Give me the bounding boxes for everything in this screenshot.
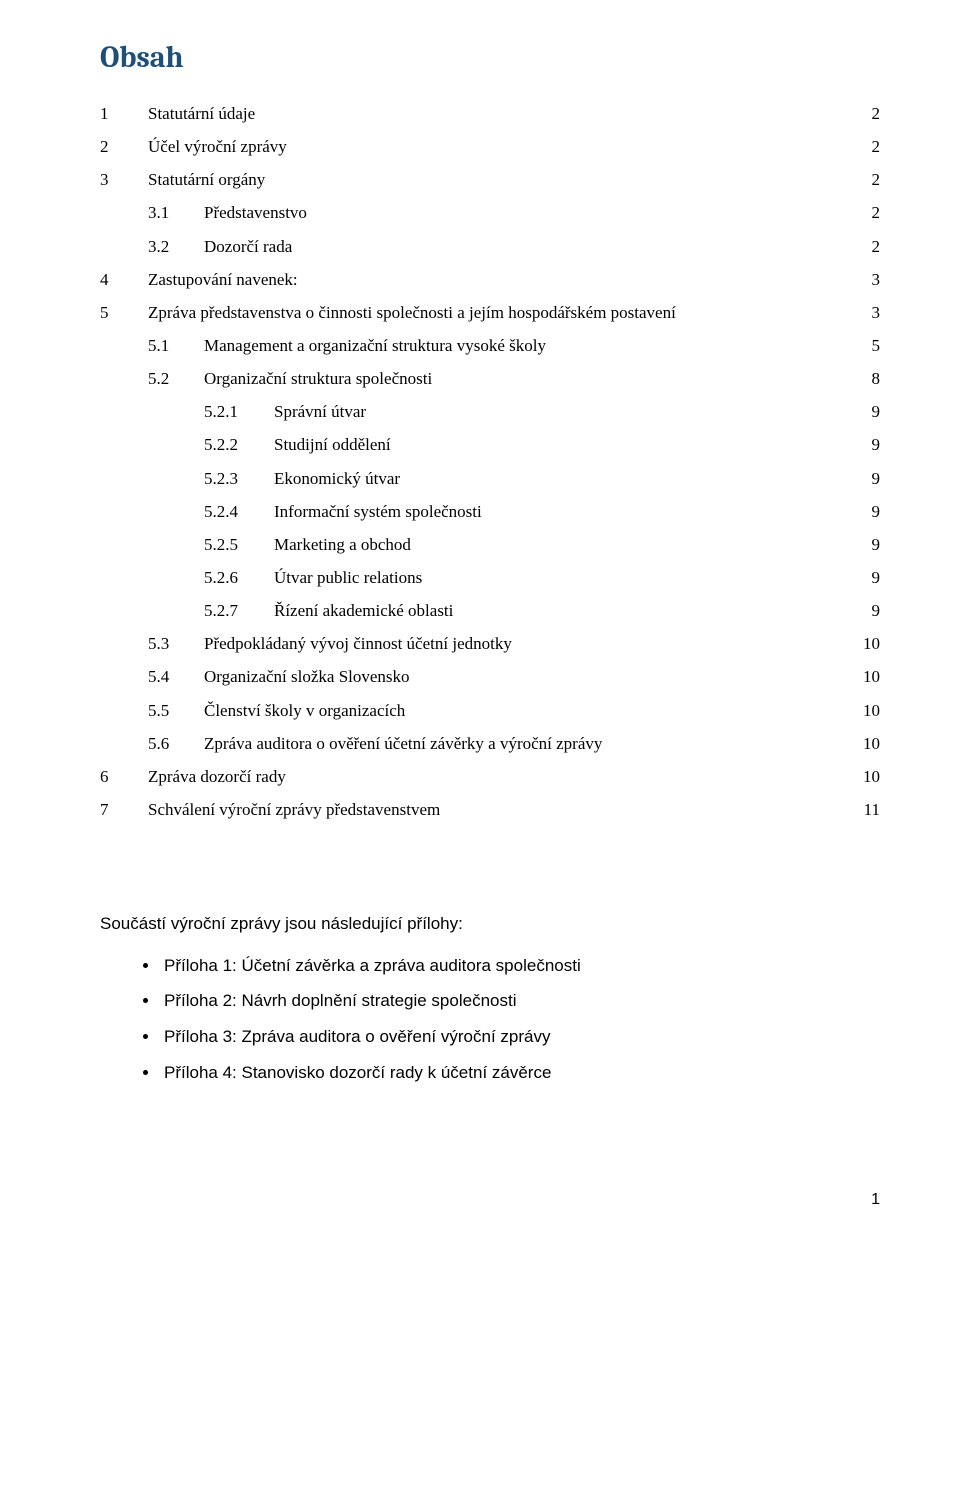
toc-entry-number: 4	[100, 263, 148, 296]
toc-row: 5.2.6Útvar public relations 9	[100, 561, 880, 594]
toc-row: 5.2.2Studijní oddělení 9	[100, 428, 880, 461]
toc-row: 5.1Management a organizační struktura vy…	[100, 329, 880, 362]
page-title: Obsah	[100, 40, 880, 75]
toc-entry-title: Management a organizační struktura vysok…	[204, 329, 546, 362]
toc-entry-title: Zpráva auditora o ověření účetní závěrky…	[204, 727, 602, 760]
toc-entry-number: 5.4	[148, 660, 204, 693]
toc-entry-page: 2	[872, 130, 881, 163]
toc-entry-page: 10	[863, 694, 880, 727]
toc-entry-title: Správní útvar	[274, 395, 366, 428]
toc-entry-title: Statutární orgány	[148, 163, 265, 196]
toc-entry-number: 5.2.2	[204, 428, 274, 461]
toc-entry-title: Představenstvo	[204, 196, 307, 229]
toc-entry-page: 5	[872, 329, 881, 362]
toc-row: 5.2Organizační struktura společnosti 8	[100, 362, 880, 395]
attachments-list: Příloha 1: Účetní závěrka a zpráva audit…	[100, 948, 880, 1091]
toc-entry-page: 9	[872, 462, 881, 495]
attachments-intro: Součástí výroční zprávy jsou následující…	[100, 906, 880, 942]
toc-entry-title: Statutární údaje	[148, 97, 255, 130]
toc-row: 5.2.3Ekonomický útvar 9	[100, 462, 880, 495]
toc-entry-number: 7	[100, 793, 148, 826]
attachment-item: Příloha 2: Návrh doplnění strategie spol…	[160, 983, 880, 1019]
toc-row: 5.2.4Informační systém společnosti 9	[100, 495, 880, 528]
toc-entry-page: 3	[872, 263, 881, 296]
toc-entry-number: 5	[100, 296, 148, 329]
toc-entry-page: 9	[872, 395, 881, 428]
toc-entry-number: 5.5	[148, 694, 204, 727]
toc-entry-number: 3.2	[148, 230, 204, 263]
toc-entry-number: 6	[100, 760, 148, 793]
attachment-item: Příloha 3: Zpráva auditora o ověření výr…	[160, 1019, 880, 1055]
toc-row: 3.2Dozorčí rada 2	[100, 230, 880, 263]
toc-entry-title: Studijní oddělení	[274, 428, 391, 461]
toc-row: 5.2.1Správní útvar 9	[100, 395, 880, 428]
toc-entry-page: 8	[872, 362, 881, 395]
toc-entry-title: Účel výroční zprávy	[148, 130, 287, 163]
toc-entry-title: Členství školy v organizacích	[204, 694, 405, 727]
page-number: 1	[100, 1191, 880, 1209]
toc-entry-title: Předpokládaný vývoj činnost účetní jedno…	[204, 627, 512, 660]
toc-entry-number: 5.2.6	[204, 561, 274, 594]
toc-entry-number: 5.2.1	[204, 395, 274, 428]
toc-entry-title: Dozorčí rada	[204, 230, 292, 263]
toc-entry-number: 3.1	[148, 196, 204, 229]
toc-entry-title: Marketing a obchod	[274, 528, 411, 561]
toc-entry-page: 3	[872, 296, 881, 329]
toc-entry-number: 5.2.3	[204, 462, 274, 495]
toc-row: 5Zpráva představenstva o činnosti společ…	[100, 296, 880, 329]
toc-row: 6Zpráva dozorčí rady 10	[100, 760, 880, 793]
toc-entry-page: 2	[872, 230, 881, 263]
toc-entry-page: 2	[872, 163, 881, 196]
toc-row: 3Statutární orgány 2	[100, 163, 880, 196]
toc-row: 3.1Představenstvo 2	[100, 196, 880, 229]
toc-row: 5.2.5Marketing a obchod 9	[100, 528, 880, 561]
toc-entry-page: 9	[872, 495, 881, 528]
toc-entry-title: Ekonomický útvar	[274, 462, 400, 495]
toc-entry-number: 5.2.7	[204, 594, 274, 627]
toc-entry-number: 5.2.5	[204, 528, 274, 561]
toc-entry-page: 10	[863, 627, 880, 660]
toc-entry-title: Organizační struktura společnosti	[204, 362, 432, 395]
toc-entry-number: 2	[100, 130, 148, 163]
toc-entry-page: 9	[872, 594, 881, 627]
toc-row: 5.4Organizační složka Slovensko 10	[100, 660, 880, 693]
attachment-item: Příloha 1: Účetní závěrka a zpráva audit…	[160, 948, 880, 984]
toc-row: 7Schválení výroční zprávy představenstve…	[100, 793, 880, 826]
toc-row: 4Zastupování navenek: 3	[100, 263, 880, 296]
toc-entry-number: 5.6	[148, 727, 204, 760]
toc-entry-page: 9	[872, 561, 881, 594]
toc-entry-title: Schválení výroční zprávy představenstvem	[148, 793, 440, 826]
toc-entry-title: Organizační složka Slovensko	[204, 660, 410, 693]
toc-entry-title: Zpráva dozorčí rady	[148, 760, 286, 793]
toc-row: 5.6Zpráva auditora o ověření účetní závě…	[100, 727, 880, 760]
toc-entry-number: 5.2	[148, 362, 204, 395]
toc-entry-page: 10	[863, 727, 880, 760]
toc-entry-page: 10	[863, 660, 880, 693]
attachment-item: Příloha 4: Stanovisko dozorčí rady k úče…	[160, 1055, 880, 1091]
toc-row: 2Účel výroční zprávy 2	[100, 130, 880, 163]
toc-row: 5.5Členství školy v organizacích 10	[100, 694, 880, 727]
toc-entry-number: 5.2.4	[204, 495, 274, 528]
toc-entry-page: 10	[863, 760, 880, 793]
toc-entry-title: Zastupování navenek:	[148, 263, 298, 296]
toc-entry-title: Informační systém společnosti	[274, 495, 482, 528]
toc-row: 1Statutární údaje 2	[100, 97, 880, 130]
toc-row: 5.2.7Řízení akademické oblasti 9	[100, 594, 880, 627]
toc-entry-page: 9	[872, 528, 881, 561]
toc-entry-page: 2	[872, 196, 881, 229]
table-of-contents: 1Statutární údaje 22Účel výroční zprávy …	[100, 97, 880, 826]
toc-row: 5.3Předpokládaný vývoj činnost účetní je…	[100, 627, 880, 660]
toc-entry-title: Zpráva představenstva o činnosti společn…	[148, 296, 676, 329]
toc-entry-title: Řízení akademické oblasti	[274, 594, 453, 627]
toc-entry-number: 5.1	[148, 329, 204, 362]
toc-entry-number: 5.3	[148, 627, 204, 660]
toc-entry-number: 1	[100, 97, 148, 130]
toc-entry-page: 9	[872, 428, 881, 461]
toc-entry-title: Útvar public relations	[274, 561, 422, 594]
toc-entry-page: 11	[864, 793, 880, 826]
toc-entry-number: 3	[100, 163, 148, 196]
attachments-block: Součástí výroční zprávy jsou následující…	[100, 906, 880, 1090]
toc-entry-page: 2	[872, 97, 881, 130]
